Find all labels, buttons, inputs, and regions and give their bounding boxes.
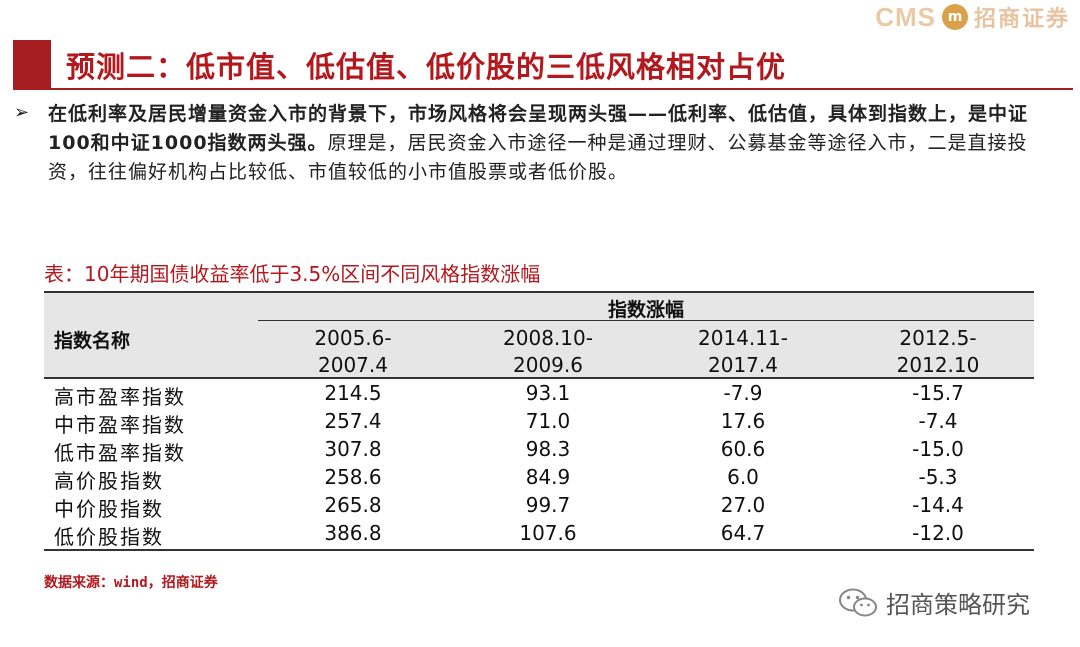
table-cell: 214.5 — [324, 381, 382, 405]
column-header-line1: 2012.5- — [899, 326, 977, 350]
row-label: 中市盈率指数 — [54, 413, 186, 437]
table-top-rule — [44, 291, 1034, 293]
table-cell: -15.7 — [912, 381, 964, 405]
table-header-background — [44, 293, 1034, 377]
table-cell: 17.6 — [720, 409, 766, 433]
logo-badge-icon: m — [941, 4, 968, 30]
table-caption: 表：10年期国债收益率低于3.5%区间不同风格指数涨幅 — [44, 262, 541, 286]
table-cell: -15.0 — [912, 437, 964, 461]
title-divider — [13, 88, 1073, 90]
table-cell: 98.3 — [525, 437, 571, 461]
table-cell: -7.9 — [723, 381, 763, 405]
bullet-arrow-icon: ➢ — [14, 102, 30, 123]
table-cell: -7.4 — [918, 409, 958, 433]
bullet-bold-text: 在低利率及居民增量资金入市的背景下，市场风格将会呈现两头强——低利率、低估值，具… — [48, 103, 1029, 154]
table-cell: 307.8 — [324, 437, 382, 461]
table-group-header: 指数涨幅 — [607, 299, 684, 321]
row-label: 高市盈率指数 — [54, 385, 186, 409]
column-header-line2: 2017.4 — [708, 353, 778, 377]
table-cell: 386.8 — [324, 521, 382, 545]
table-group-rule — [258, 320, 1034, 321]
table-cell: 6.0 — [727, 465, 759, 489]
bullet-paragraph: 在低利率及居民增量资金入市的背景下，市场风格将会呈现两头强——低利率、低估值，具… — [48, 100, 1048, 187]
table-cell: 258.6 — [324, 465, 382, 489]
column-header-line2: 2012.10 — [896, 353, 980, 377]
brand-logo: CMS m 招商证券 — [875, 1, 1070, 33]
table-cell: 60.6 — [720, 437, 766, 461]
logo-company-name: 招商证券 — [973, 7, 1070, 32]
column-header-line2: 2007.4 — [318, 353, 388, 377]
data-source-note: 数据来源：wind，招商证券 — [44, 575, 218, 591]
table-column-header: 2008.10- 2009.6 — [453, 325, 643, 379]
table-cell: 99.7 — [525, 493, 571, 517]
table-header-rule — [44, 377, 1034, 379]
table-column-header: 2005.6- 2007.4 — [258, 325, 448, 379]
table-cell: -5.3 — [918, 465, 958, 489]
column-header-line1: 2014.11- — [698, 326, 788, 350]
table-name-header: 指数名称 — [54, 330, 131, 352]
table-cell: 107.6 — [519, 521, 577, 545]
table-cell: 84.9 — [525, 465, 571, 489]
table-cell: 64.7 — [720, 521, 766, 545]
table-cell: 265.8 — [324, 493, 382, 517]
table-cell: -14.4 — [912, 493, 964, 517]
title-accent-block — [13, 40, 51, 88]
watermark-text: 招商策略研究 — [886, 591, 1030, 619]
bullet-normal-text: 原理是，居民资金入市途径一种是通过理财、公募基金等途径入市，二是直接投资，往往偏… — [48, 132, 1028, 183]
table-column-header: 2012.5- 2012.10 — [843, 325, 1033, 379]
table-bottom-rule — [44, 549, 1034, 551]
table-cell: 257.4 — [324, 409, 382, 433]
slide-title: 预测二：低市值、低估值、低价股的三低风格相对占优 — [66, 50, 787, 84]
logo-cms-text: CMS — [875, 1, 936, 32]
row-label: 低市盈率指数 — [54, 441, 186, 465]
table-cell: 93.1 — [525, 381, 571, 405]
row-label: 中价股指数 — [54, 497, 164, 521]
table-cell: 27.0 — [720, 493, 766, 517]
column-header-line1: 2008.10- — [503, 326, 593, 350]
table-column-header: 2014.11- 2017.4 — [648, 325, 838, 379]
wechat-watermark: 招商策略研究 — [838, 585, 1030, 620]
row-label: 低价股指数 — [54, 525, 164, 549]
column-header-line1: 2005.6- — [314, 326, 392, 350]
wechat-icon — [839, 588, 877, 616]
table-cell: 71.0 — [525, 409, 571, 433]
column-header-line2: 2009.6 — [513, 353, 583, 377]
table-cell: -12.0 — [912, 521, 964, 545]
row-label: 高价股指数 — [54, 469, 164, 493]
